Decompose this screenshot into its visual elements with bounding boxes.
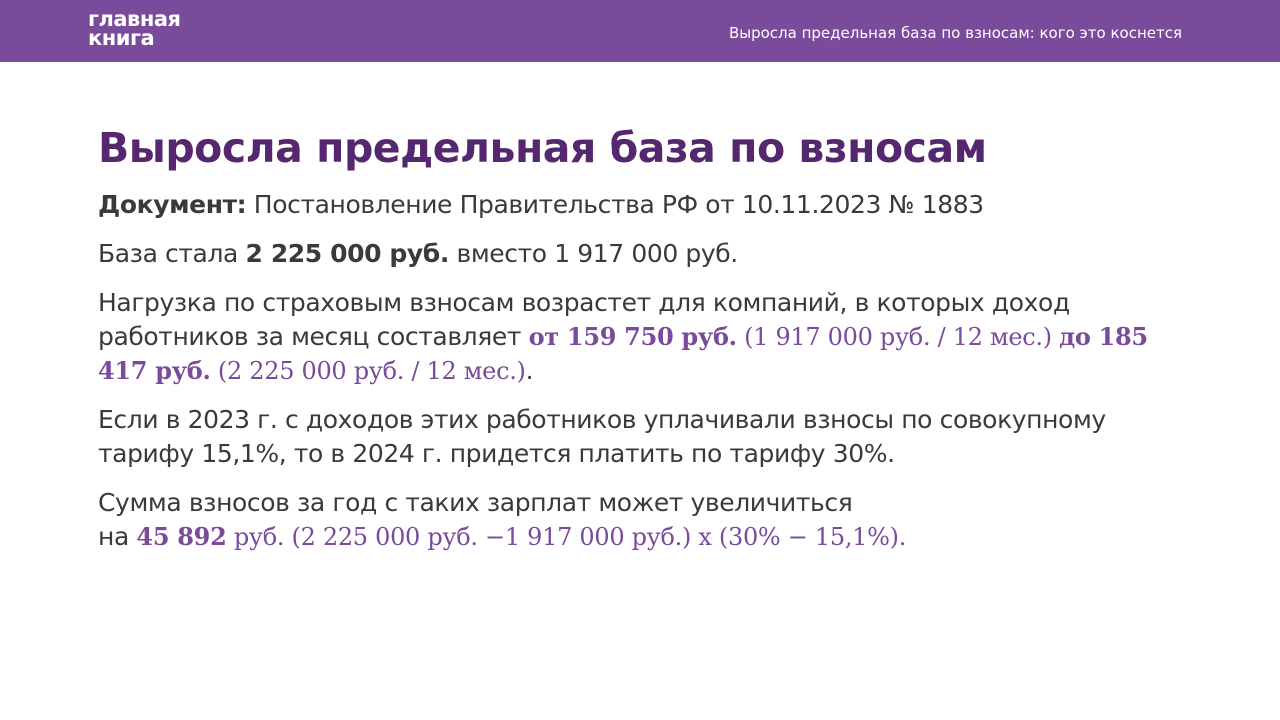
load-from-calc: (1 917 000 руб. / 12 мес.) xyxy=(736,323,1060,351)
slide-title: Выросла предельная база по взносам xyxy=(98,124,987,172)
load-to-calc: (2 225 000 руб. / 12 мес.) xyxy=(210,357,526,385)
document-paragraph: Документ: Постановление Правительства РФ… xyxy=(98,188,1188,222)
sum-text: Сумма взносов за год с таких зарплат мож… xyxy=(98,488,853,517)
document-text: Постановление Правительства РФ от 10.11.… xyxy=(246,190,984,219)
base-suffix: вместо 1 917 000 руб. xyxy=(448,239,738,268)
header-bar: главная книга Выросла предельная база по… xyxy=(0,0,1280,62)
logo-line-2: книга xyxy=(88,26,155,50)
tariff-paragraph: Если в 2023 г. с доходов этих работников… xyxy=(98,405,1106,468)
load-end: . xyxy=(525,356,534,385)
document-label: Документ: xyxy=(98,190,247,219)
base-prefix: База стала xyxy=(98,239,246,268)
logo: главная книга xyxy=(88,7,181,50)
load-to-value: до 185 417 руб. xyxy=(98,322,1148,385)
logo-line-1: главная xyxy=(88,7,181,31)
base-new-value: 2 225 000 руб. xyxy=(245,239,450,268)
load-paragraph: Нагрузка по страховым взносам возрастет … xyxy=(98,286,1188,388)
sum-value: 45 892 xyxy=(136,522,227,551)
sum-paragraph: Сумма взносов за год с таких зарплат мож… xyxy=(98,486,1188,554)
slide-content: Выросла предельная база по взносам Докум… xyxy=(98,122,1188,569)
load-from-value: от 159 750 руб. xyxy=(528,322,737,351)
header-title: Выросла предельная база по взносам: кого… xyxy=(728,24,1182,42)
sum-prefix: на xyxy=(98,522,137,551)
load-text: Нагрузка по страховым взносам возрастет … xyxy=(98,288,1070,351)
sum-calc: руб. (2 225 000 руб. −1 917 000 руб.) х … xyxy=(226,523,907,551)
base-paragraph: База стала 2 225 000 руб. вместо 1 917 0… xyxy=(98,237,1188,271)
